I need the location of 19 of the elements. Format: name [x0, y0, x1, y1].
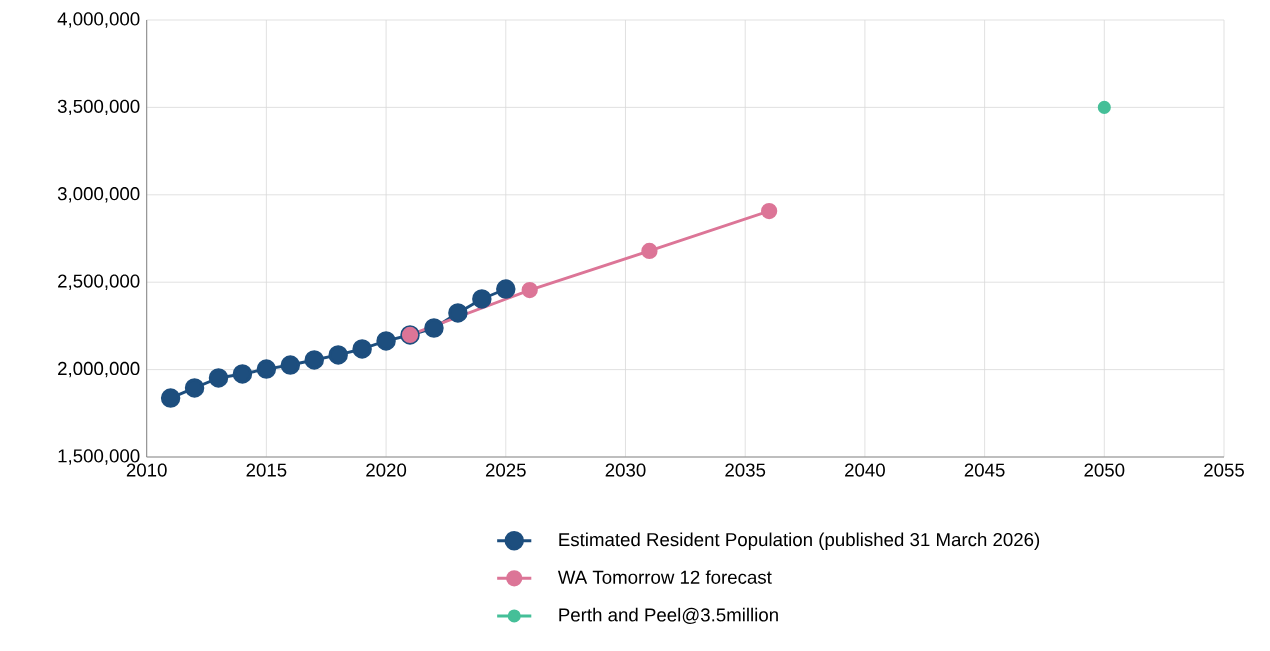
x-tick-label: 2045	[964, 463, 1005, 477]
legend-label: Perth and Peel@3.5million	[559, 607, 778, 624]
y-tick-label: 2,000,000	[58, 361, 140, 378]
x-tick-label: 2010	[126, 463, 167, 477]
x-tick-label: 2020	[366, 463, 407, 477]
x-tick-label: 2025	[485, 463, 526, 477]
x-tick-label: 2035	[725, 463, 766, 477]
legend-label: Estimated Resident Population (published 31 March 2026)	[559, 532, 1040, 550]
x-tick-label: 2040	[845, 463, 885, 477]
x-tick-label: 2055	[1204, 463, 1244, 477]
x-tick-label: 2050	[1084, 463, 1125, 477]
y-tick-label: 1,500,000	[58, 449, 140, 465]
x-tick-label: 2030	[605, 463, 646, 477]
y-tick-label: 3,500,000	[57, 99, 140, 116]
legend-label: WA Tomorrow 12 forecast	[557, 570, 772, 584]
y-tick-label: 4,000,000	[57, 12, 140, 28]
x-tick-label: 2015	[246, 463, 287, 477]
y-tick-label: 2,500,000	[58, 274, 140, 290]
y-tick-label: 3,000,000	[57, 187, 140, 203]
